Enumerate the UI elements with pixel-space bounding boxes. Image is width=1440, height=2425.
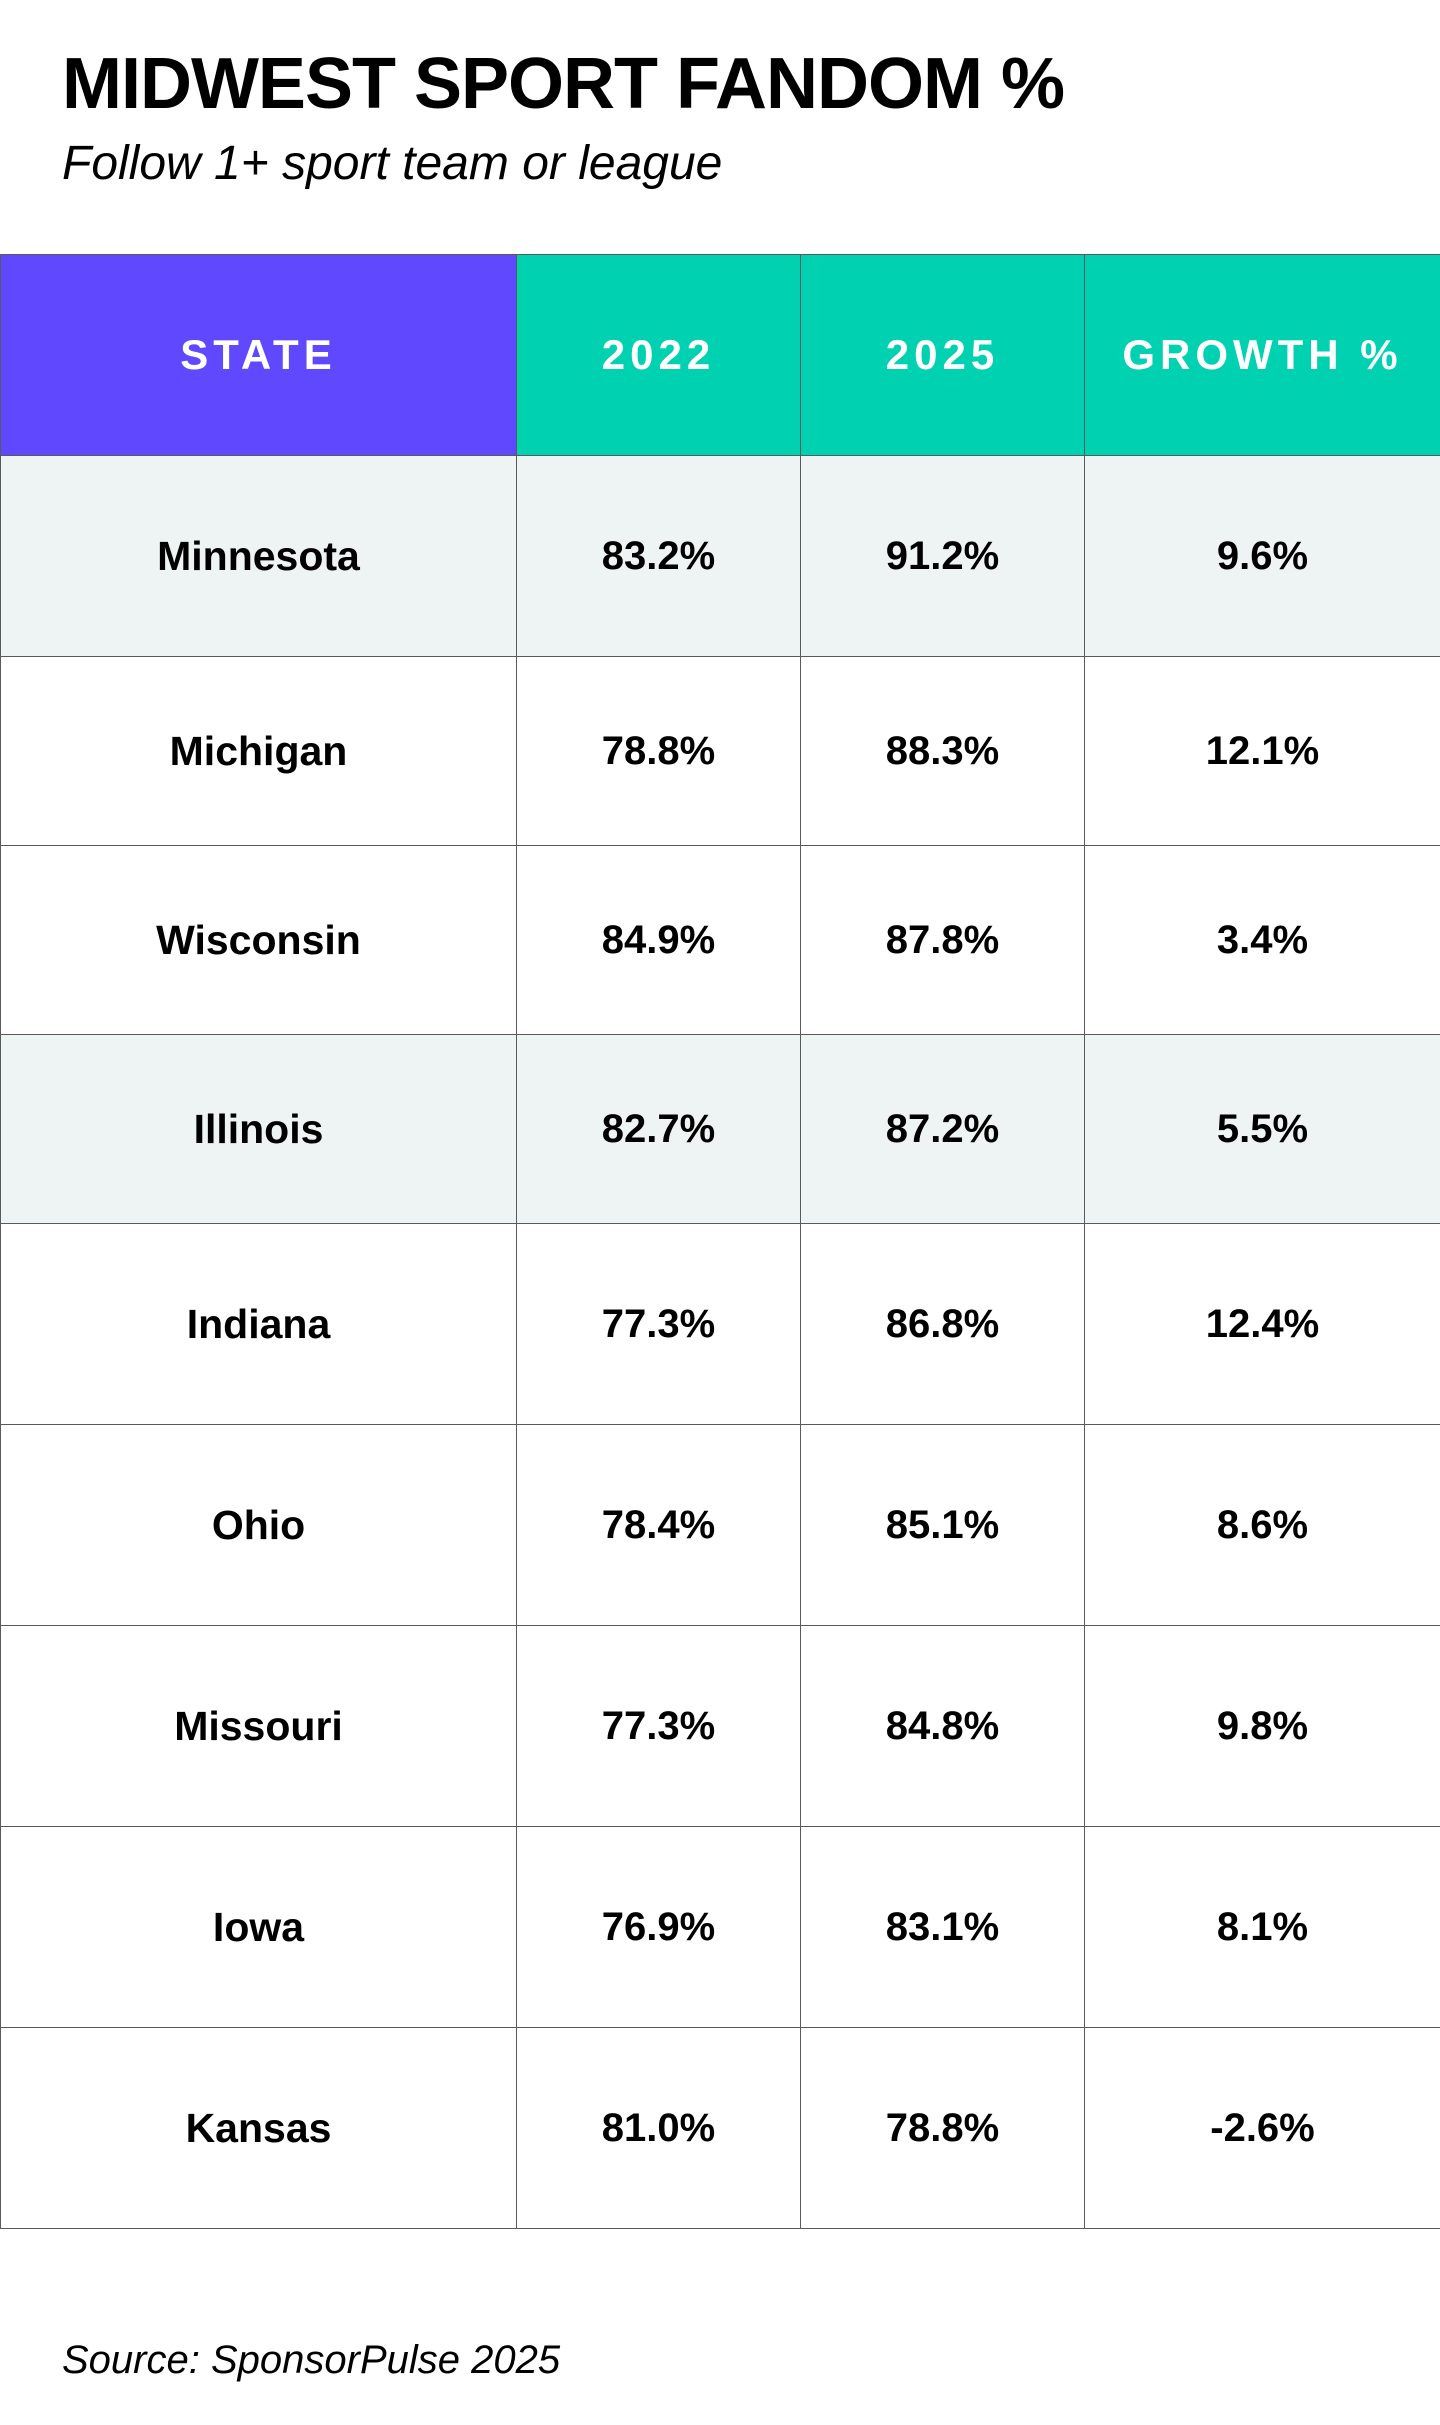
table-row: Illinois 82.7% 87.2% 5.5% [0,1034,1440,1224]
cell-2025: 86.8% [800,1223,1085,1425]
cell-2022: 77.3% [516,1625,801,1827]
table-row: Indiana 77.3% 86.8% 12.4% [0,1223,1440,1425]
cell-growth: 12.4% [1084,1223,1440,1425]
table-row: Kansas 81.0% 78.8% -2.6% [0,2027,1440,2229]
cell-2025: 87.2% [800,1034,1085,1224]
cell-2022: 84.9% [516,845,801,1035]
table-body: Minnesota 83.2% 91.2% 9.6% Michigan 78.8% 88.3… [0,455,1440,2229]
cell-state: Illinois [0,1034,517,1224]
cell-growth: 9.8% [1084,1625,1440,1827]
cell-2025: 91.2% [800,455,1085,657]
table-row: Missouri 77.3% 84.8% 9.8% [0,1625,1440,1827]
table-header-row: STATE 2022 2025 GROWTH % [0,254,1440,456]
page-subtitle: Follow 1+ sport team or league [62,137,723,190]
cell-2022: 83.2% [516,455,801,657]
cell-growth: 5.5% [1084,1034,1440,1224]
header-growth: GROWTH % [1084,254,1440,456]
cell-state: Indiana [0,1223,517,1425]
cell-state: Ohio [0,1424,517,1626]
header-state: STATE [0,254,517,456]
cell-2022: 77.3% [516,1223,801,1425]
cell-state: Michigan [0,656,517,846]
cell-2022: 76.9% [516,1826,801,2028]
cell-state: Missouri [0,1625,517,1827]
table-row: Ohio 78.4% 85.1% 8.6% [0,1424,1440,1626]
cell-2025: 87.8% [800,845,1085,1035]
cell-2022: 81.0% [516,2027,801,2229]
cell-state: Minnesota [0,455,517,657]
cell-2022: 82.7% [516,1034,801,1224]
table-row: Iowa 76.9% 83.1% 8.1% [0,1826,1440,2028]
cell-growth: 8.6% [1084,1424,1440,1626]
table-row: Michigan 78.8% 88.3% 12.1% [0,656,1440,846]
cell-growth: 8.1% [1084,1826,1440,2028]
cell-2025: 88.3% [800,656,1085,846]
cell-2022: 78.4% [516,1424,801,1626]
cell-2025: 85.1% [800,1424,1085,1626]
cell-growth: 3.4% [1084,845,1440,1035]
cell-2022: 78.8% [516,656,801,846]
table-row: Minnesota 83.2% 91.2% 9.6% [0,455,1440,657]
cell-state: Iowa [0,1826,517,2028]
cell-growth: 9.6% [1084,455,1440,657]
header-2022: 2022 [516,254,801,456]
cell-state: Wisconsin [0,845,517,1035]
header-2025: 2025 [800,254,1085,456]
cell-state: Kansas [0,2027,517,2229]
cell-growth: 12.1% [1084,656,1440,846]
page-title: MIDWEST SPORT FANDOM % [62,44,1065,124]
cell-growth: -2.6% [1084,2027,1440,2229]
source-note: Source: SponsorPulse 2025 [62,2338,561,2382]
cell-2025: 83.1% [800,1826,1085,2028]
cell-2025: 78.8% [800,2027,1085,2229]
cell-2025: 84.8% [800,1625,1085,1827]
fandom-table: STATE 2022 2025 GROWTH % Minnesota 83.2% 9… [0,254,1440,2229]
table-row: Wisconsin 84.9% 87.8% 3.4% [0,845,1440,1035]
